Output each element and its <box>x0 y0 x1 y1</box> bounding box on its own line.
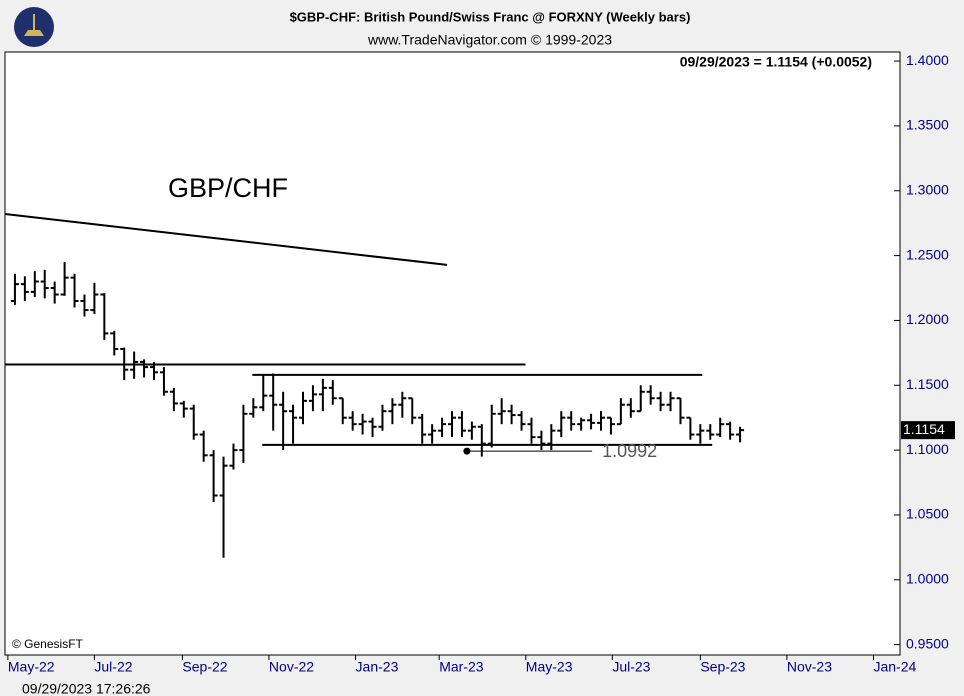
timestamp: 09/29/2023 17:26:26 <box>22 681 151 696</box>
x-tick-label: May-22 <box>8 659 55 675</box>
x-tick-label: Jul-22 <box>94 659 132 675</box>
x-tick-label: Sep-23 <box>700 659 745 675</box>
trendline <box>4 212 448 266</box>
y-tick-label: 1.2000 <box>906 311 949 327</box>
logo-ship <box>24 14 44 36</box>
x-tick-label: Jan-24 <box>873 659 916 675</box>
y-tick-label: 1.4000 <box>906 52 949 68</box>
quote: 09/29/2023 = 1.1154 (+0.0052) <box>680 54 872 70</box>
marker-label: 1.0992 <box>602 441 657 461</box>
last-price-label: 1.1154 <box>903 421 945 437</box>
x-tick-label: Nov-23 <box>787 659 832 675</box>
x-tick-label: Mar-23 <box>439 659 484 675</box>
x-tick-label: Jul-23 <box>612 659 650 675</box>
marker-dot <box>463 447 471 455</box>
x-tick-label: Jan-23 <box>356 659 399 675</box>
y-tick-label: 1.0000 <box>906 570 949 586</box>
y-tick-label: 1.1500 <box>906 376 949 392</box>
y-tick-label: 1.1000 <box>906 441 949 457</box>
y-tick-label: 0.9500 <box>906 635 949 651</box>
y-tick-label: 1.2500 <box>906 246 949 262</box>
x-tick-label: Sep-22 <box>182 659 227 675</box>
y-tick-label: 1.3500 <box>906 117 949 133</box>
plot-area <box>4 51 901 656</box>
last-price-box <box>901 421 955 440</box>
y-tick-label: 1.3000 <box>906 181 949 197</box>
annotation: GBP/CHF <box>168 173 288 203</box>
y-tick-label: 1.0500 <box>906 506 949 522</box>
copyright: © GenesisFT <box>12 637 84 651</box>
chart-subtitle: www.TradeNavigator.com © 1999-2023 <box>367 32 612 48</box>
chart-title: $GBP-CHF: British Pound/Swiss Franc @ FO… <box>290 9 691 24</box>
logo <box>14 7 54 47</box>
x-tick-label: Nov-22 <box>269 659 314 675</box>
x-tick-label: May-23 <box>526 659 573 675</box>
